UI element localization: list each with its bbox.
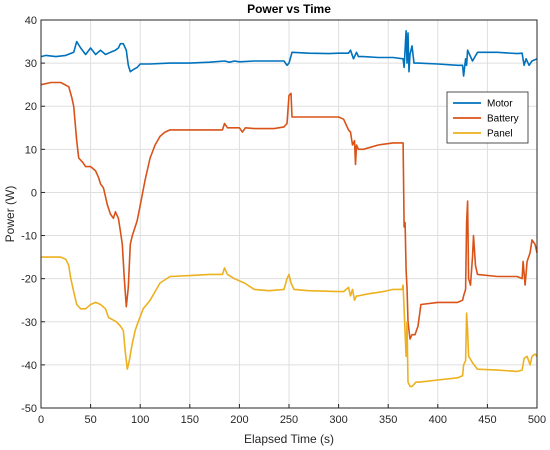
x-tick-label: 50 [84,414,96,426]
legend-label-battery: Battery [487,114,519,125]
series-line-motor [40,30,538,77]
series-lines [40,30,538,388]
x-tick-label: 150 [181,414,199,426]
x-tick-label: 400 [429,414,447,426]
y-tick-label: 30 [25,58,37,70]
axis-ticks: 0 50 100 150 200 250 300 350 400 450 500-50-40-30-… [21,15,546,426]
y-tick-label: 0 [31,187,37,199]
chart-title: Power vs Time [247,2,331,16]
x-tick-label: 350 [379,414,397,426]
x-axis-title: Elapsed Time (s) [244,432,334,446]
y-tick-label: -30 [21,317,37,329]
y-tick-label: 20 [25,101,37,113]
x-tick-label: 450 [478,414,496,426]
y-tick-label: 40 [25,15,37,27]
y-axis-title: Power (W) [3,186,17,243]
series-line-panel [41,256,538,388]
x-tick-label: 500 [528,414,546,426]
x-tick-label: 0 [38,414,44,426]
legend-label-panel: Panel [487,129,513,140]
series-line-battery [40,81,538,340]
y-tick-label: -20 [21,274,37,286]
y-tick-label: -40 [21,360,37,372]
legend: Motor Battery Panel [446,91,529,144]
x-tick-label: 100 [131,414,149,426]
legend-label-motor: Motor [487,99,513,110]
x-tick-label: 300 [329,414,347,426]
y-tick-label: -10 [21,231,37,243]
x-tick-label: 200 [230,414,248,426]
y-tick-label: -50 [21,403,37,415]
x-tick-label: 250 [280,414,298,426]
y-tick-label: 10 [25,144,37,156]
